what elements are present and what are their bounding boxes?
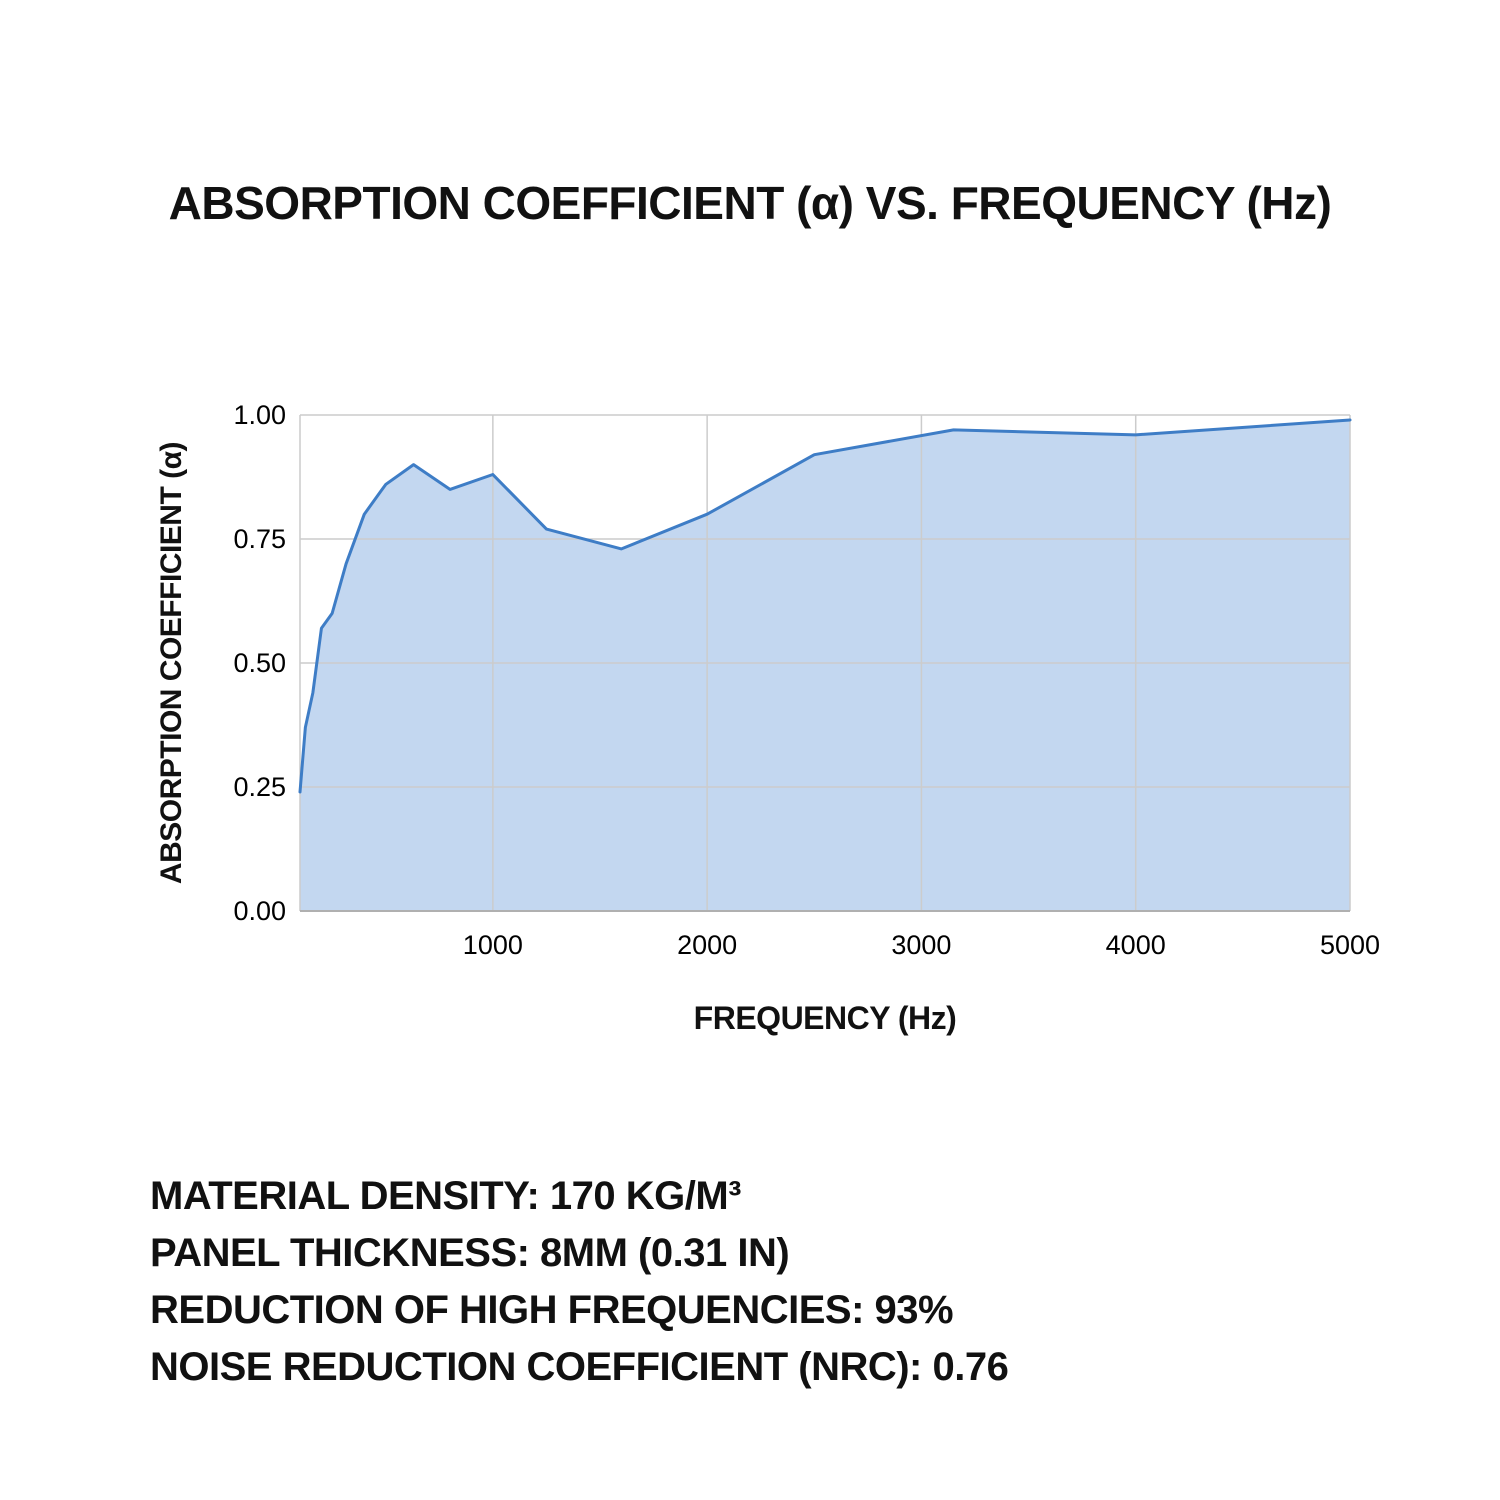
x-axis-title: FREQUENCY (Hz) (693, 1000, 957, 1036)
chart-title: ABSORPTION COEFFICIENT (α) VS. FREQUENCY… (168, 177, 1332, 229)
spec-panel-thickness: PANEL THICKNESS: 8MM (0.31 IN) (150, 1231, 790, 1275)
x-tick-label: 4000 (1105, 930, 1166, 960)
spec-material-density: MATERIAL DENSITY: 170 KG/M³ (150, 1174, 742, 1218)
material-specs: MATERIAL DENSITY: 170 KG/M³ PANEL THICKN… (150, 1168, 1350, 1396)
y-tick-label: 0.00 (233, 896, 286, 926)
area-fill (300, 419, 1350, 911)
y-tick-label: 0.50 (233, 648, 286, 678)
data-line (298, 418, 1352, 794)
chart-plot-area (298, 414, 1352, 912)
x-tick-label: 2000 (677, 930, 738, 960)
y-tick-label: 0.75 (233, 524, 286, 554)
spec-noise-reduction-coefficient: NOISE REDUCTION COEFFICIENT (NRC): 0.76 (150, 1345, 1009, 1389)
y-tick-label: 1.00 (233, 400, 286, 430)
spec-high-frequency-reduction: REDUCTION OF HIGH FREQUENCIES: 93% (150, 1288, 954, 1332)
y-tick-label: 0.25 (233, 772, 286, 802)
chart-svg (298, 414, 1352, 912)
x-tick-label: 3000 (891, 930, 952, 960)
x-tick-label: 1000 (462, 930, 523, 960)
x-tick-label: 5000 (1319, 930, 1381, 960)
